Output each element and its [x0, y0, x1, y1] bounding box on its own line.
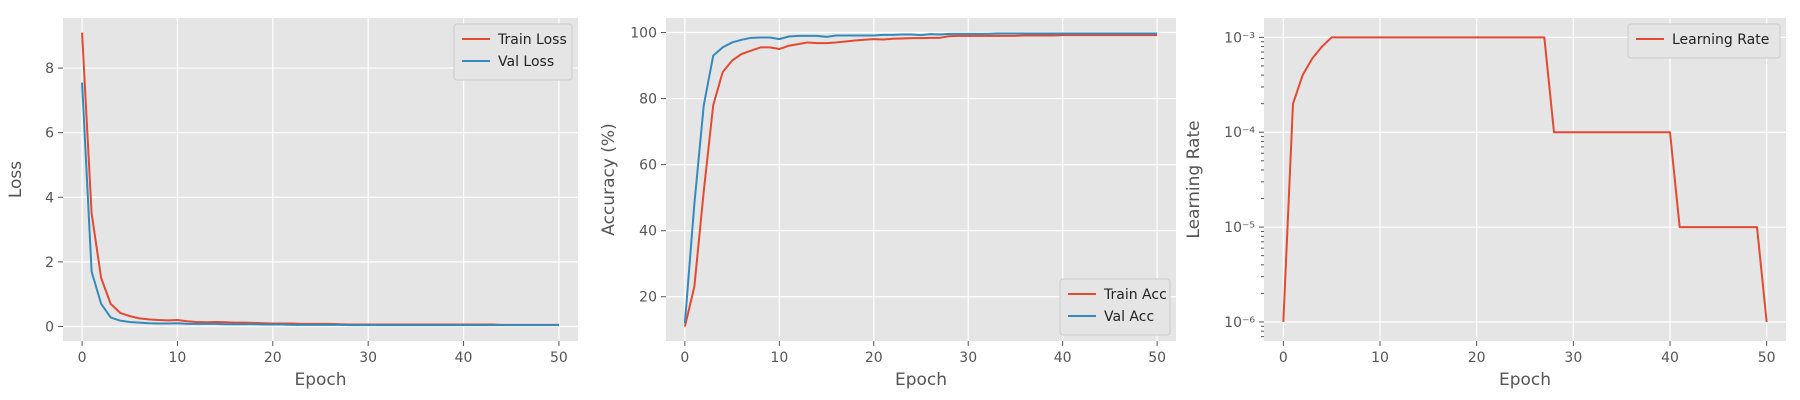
legend-label: Train Loss: [497, 32, 567, 48]
legend: Train Loss Val Loss: [453, 23, 573, 81]
legend-label: Learning Rate: [1672, 32, 1769, 48]
x-tick-label: 30: [359, 350, 377, 366]
y-tick-label: 10⁻⁶: [1224, 315, 1255, 331]
y-axis-label: Loss: [6, 161, 26, 198]
series-line-learning-rate: [1282, 36, 1768, 323]
x-tick-label: 50: [1148, 350, 1166, 366]
x-tick-label: 40: [1054, 350, 1072, 366]
learning-rate-panel: 0 10 20 30 40 50 10⁻⁶ 10⁻⁵ 10⁻⁴ 10⁻³ Epoch Learning…: [1184, 18, 1786, 390]
x-tick-label: 10: [770, 350, 788, 366]
x-tick-label: 10: [1371, 350, 1389, 366]
legend-label: Train Acc: [1103, 287, 1167, 303]
x-tick-label: 50: [1758, 350, 1776, 366]
y-tick-label: 2: [45, 255, 54, 271]
legend-label: Val Loss: [498, 54, 554, 70]
x-tick-label: 40: [1661, 350, 1679, 366]
x-tick-label: 40: [455, 350, 473, 366]
legend-frame: [1627, 23, 1781, 59]
legend: Train Acc Val Acc: [1059, 278, 1171, 336]
x-tick-label: 0: [1279, 350, 1288, 366]
y-tick-label: 8: [45, 61, 54, 77]
y-tick-label: 10⁻⁴: [1224, 125, 1255, 141]
x-tick-label: 20: [1468, 350, 1486, 366]
series-line-val-loss: [81, 82, 559, 327]
x-tick-label: 30: [959, 350, 977, 366]
y-tick-label: 80: [639, 92, 657, 108]
y-axis-label: Learning Rate: [1184, 120, 1204, 238]
y-axis-label: Accuracy (%): [599, 123, 619, 235]
x-tick-label: 0: [680, 350, 689, 366]
x-tick-label: 50: [550, 350, 568, 366]
y-tick-label: 100: [630, 26, 657, 42]
x-tick-label: 20: [264, 350, 282, 366]
accuracy-panel: 0 10 20 30 40 50 20 40 60 80 100 Epoch Accuracy (%) T…: [599, 18, 1176, 390]
y-tick-label: 60: [639, 158, 657, 174]
x-axis-label: Epoch: [895, 370, 947, 390]
x-axis-label: Epoch: [294, 370, 346, 390]
legend: Learning Rate: [1627, 23, 1781, 59]
series-line-val-acc: [683, 32, 1158, 324]
plot-area: [1264, 18, 1786, 341]
y-tick-label: 10⁻⁵: [1224, 220, 1255, 236]
x-tick-label: 10: [169, 350, 187, 366]
legend-label: Val Acc: [1104, 309, 1154, 325]
series-line-train-acc: [683, 34, 1158, 327]
y-tick-label: 6: [45, 126, 54, 142]
x-axis-label: Epoch: [1499, 370, 1551, 390]
y-tick-label: 40: [639, 224, 657, 240]
x-tick-label: 30: [1564, 350, 1582, 366]
x-tick-label: 0: [78, 350, 87, 366]
loss-panel: 0 10 20 30 40 50 0 2 4 6 8 Epoch Loss Train Loss Val L…: [6, 18, 578, 390]
y-tick-label: 0: [45, 319, 54, 335]
y-tick-label: 4: [45, 190, 54, 206]
y-tick-label: 10⁻³: [1224, 30, 1255, 46]
y-tick-label: 20: [639, 290, 657, 306]
x-tick-label: 20: [865, 350, 883, 366]
